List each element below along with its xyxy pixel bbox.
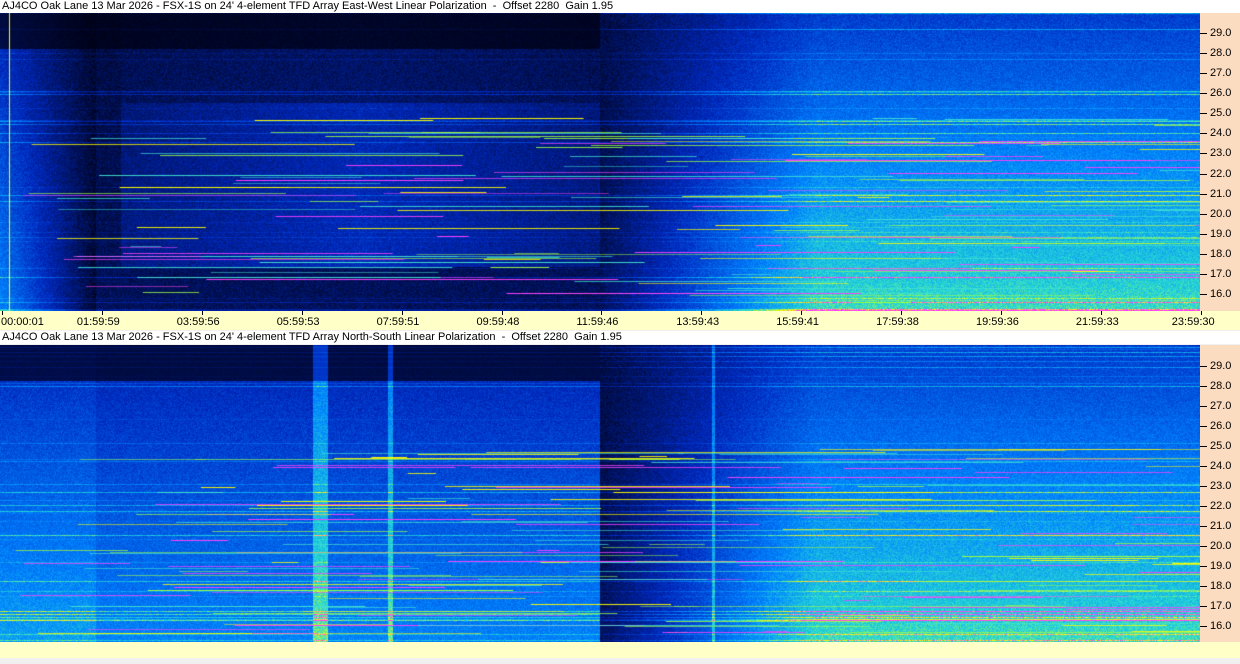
frequency-axis: 16.0 17.0 18.0 19.0 20.0 21.0 22.0 23.0 24.0 25.0… xyxy=(1200,345,1240,642)
y-tick-label: 27.0 xyxy=(1210,400,1232,412)
panel-title: AJ4CO Oak Lane 13 Mar 2026 - FSX-1S on 2… xyxy=(0,0,1240,13)
y-tick-label: 23.0 xyxy=(1210,480,1232,492)
spectrogram-north-south xyxy=(0,345,1200,642)
y-tick-label: 20.0 xyxy=(1210,207,1232,220)
y-tick-label: 27.0 xyxy=(1210,67,1232,80)
y-tick-label: 26.0 xyxy=(1210,87,1232,100)
y-tick-label: 22.0 xyxy=(1210,500,1232,512)
y-tick-label: 24.0 xyxy=(1210,127,1232,140)
frequency-axis: 16.0 17.0 18.0 19.0 20.0 21.0 22.0 23.0 24.0 25.0… xyxy=(1200,13,1240,311)
y-tick-label: 28.0 xyxy=(1210,47,1232,60)
x-tick-label: 00:00:01 xyxy=(1,316,44,328)
x-tick-label: 11:59:46 xyxy=(576,316,619,328)
y-tick-label: 25.0 xyxy=(1210,440,1232,452)
x-tick-label: 21:59:33 xyxy=(1075,316,1119,328)
y-tick-label: 26.0 xyxy=(1210,420,1232,432)
y-tick-label: 19.0 xyxy=(1210,560,1232,572)
y-tick-label: 17.0 xyxy=(1210,267,1232,280)
y-tick-label: 20.0 xyxy=(1210,540,1232,552)
y-tick-label: 21.0 xyxy=(1210,520,1232,532)
spectrogram-east-west xyxy=(0,13,1200,311)
x-tick-label: 15:59:41 xyxy=(776,316,820,328)
x-tick-label: 13:59:43 xyxy=(676,316,720,328)
y-tick-label: 29.0 xyxy=(1210,27,1232,40)
y-tick-label: 16.0 xyxy=(1210,620,1232,632)
x-tick-label: 01:59:59 xyxy=(76,316,120,328)
time-axis-empty xyxy=(0,642,1240,658)
y-tick-label: 19.0 xyxy=(1210,227,1232,240)
time-axis: 00:00:01 01:59:59 03:59:56 05:59:53 07:59:51… xyxy=(0,311,1240,330)
x-tick-label: 07:59:51 xyxy=(376,316,420,328)
x-tick-label: 19:59:36 xyxy=(976,316,1019,328)
panel-title: AJ4CO Oak Lane 13 Mar 2026 - FSX-1S on 2… xyxy=(0,331,1240,344)
y-tick-label: 21.0 xyxy=(1210,187,1232,200)
y-tick-label: 18.0 xyxy=(1210,580,1232,592)
y-tick-label: 28.0 xyxy=(1210,380,1232,392)
y-tick-label: 25.0 xyxy=(1210,107,1232,120)
x-tick-label: 05:59:53 xyxy=(276,316,320,328)
y-tick-label: 24.0 xyxy=(1210,460,1232,472)
x-tick-label: 09:59:48 xyxy=(476,316,520,328)
x-tick-label: 23:59:30 xyxy=(1171,316,1215,328)
y-tick-label: 22.0 xyxy=(1210,167,1232,180)
x-tick-label: 03:59:56 xyxy=(176,316,220,328)
y-tick-label: 17.0 xyxy=(1210,600,1232,612)
y-tick-label: 23.0 xyxy=(1210,147,1232,160)
y-tick-label: 18.0 xyxy=(1210,247,1232,260)
y-tick-label: 16.0 xyxy=(1210,287,1232,300)
y-tick-label: 29.0 xyxy=(1210,360,1232,372)
x-tick-label: 17:59:38 xyxy=(876,316,919,328)
